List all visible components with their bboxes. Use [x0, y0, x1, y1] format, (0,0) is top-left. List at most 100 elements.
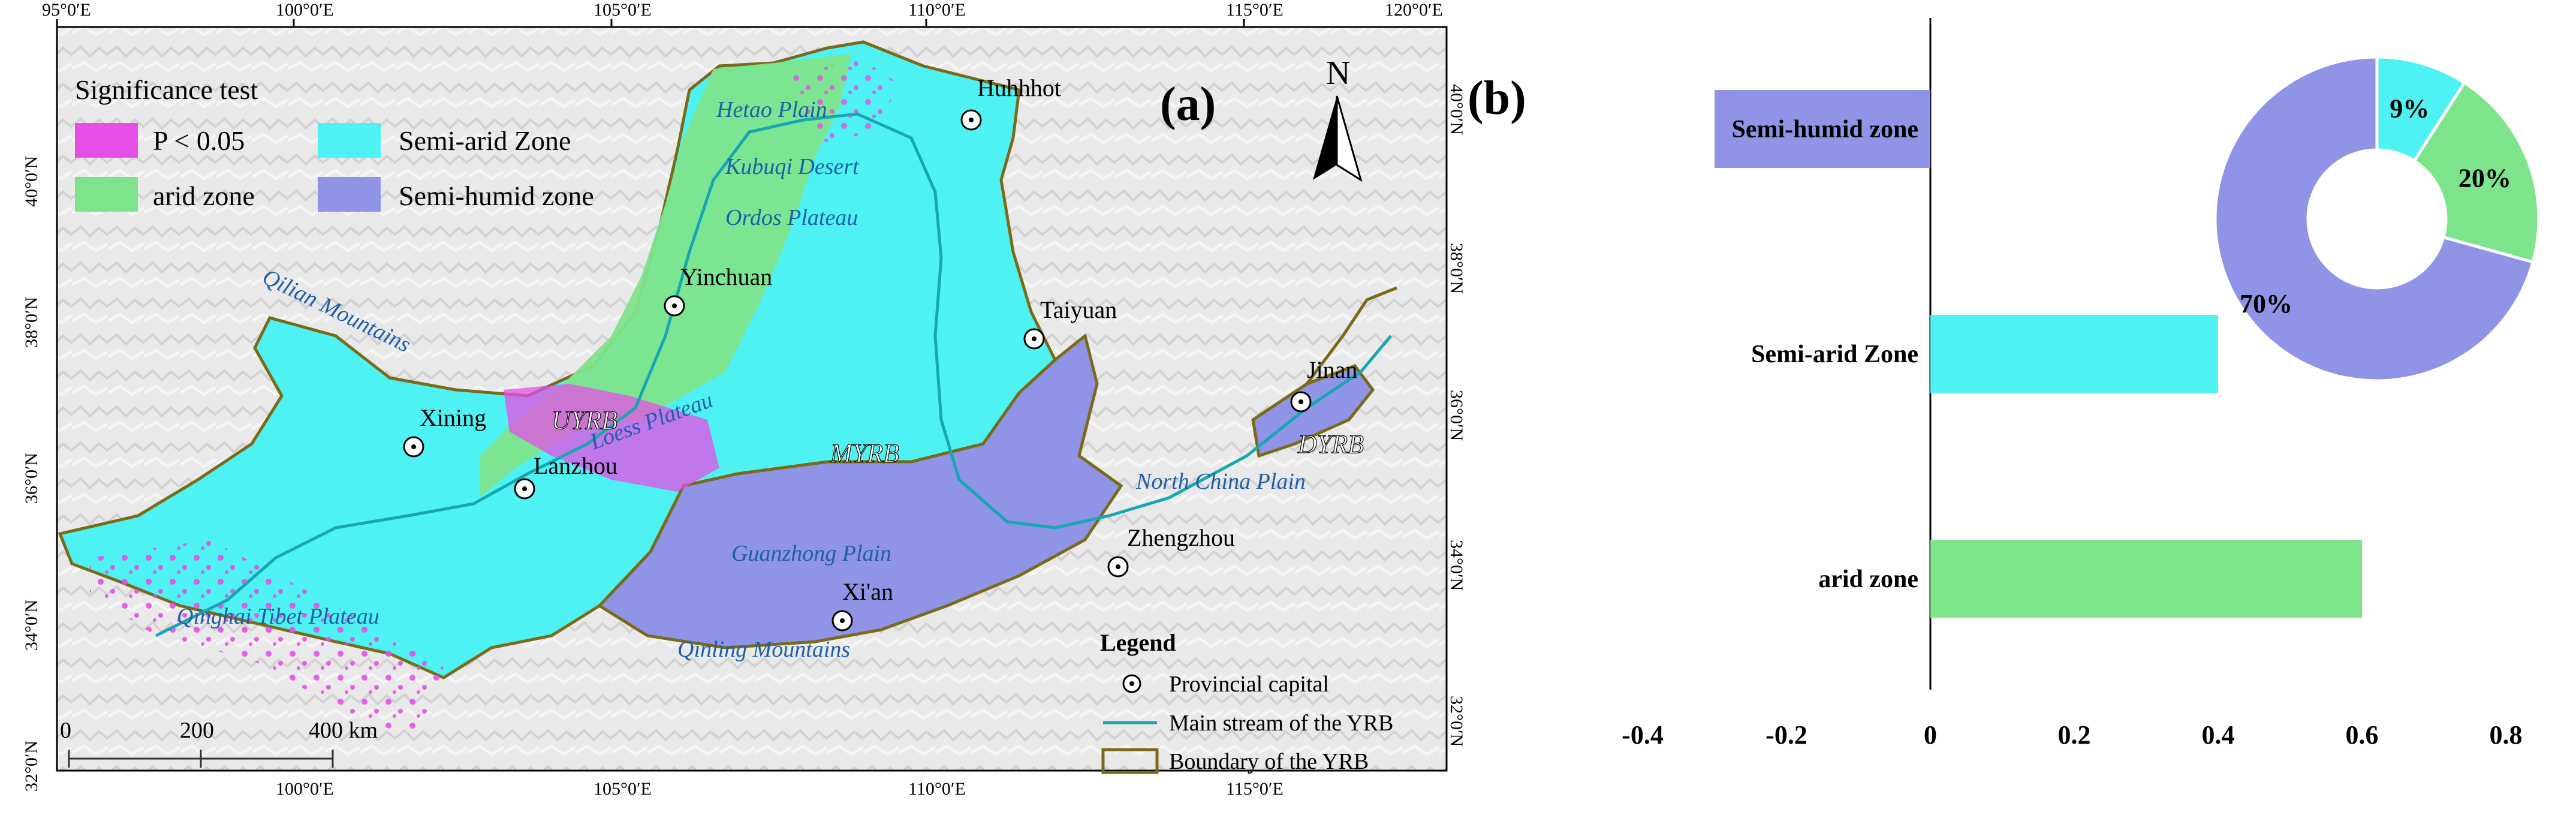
donut-slice-semi-humid-zone	[2213, 55, 2535, 383]
scale-label: 200	[180, 718, 214, 743]
lat-tick-label: 32°0′N	[1447, 696, 1463, 747]
x-tick-label: 0.2	[2058, 720, 2091, 750]
x-tick-label: -0.4	[1622, 720, 1664, 750]
lat-tick-label: 40°0′N	[22, 156, 41, 207]
x-tick-label: 0.6	[2346, 720, 2379, 750]
donut-slice-label: 9%	[2390, 94, 2429, 123]
svg-text:Huhhhot: Huhhhot	[977, 74, 1061, 101]
semi-humid-zone	[1251, 364, 1375, 458]
lat-tick-label: 34°0′N	[1447, 540, 1463, 591]
bar-chart: Semi-humid zone Semi-arid Zone arid zone -0…	[1622, 18, 2523, 750]
north-arrow-icon: N	[1313, 55, 1363, 182]
legend-title: Significance test	[75, 74, 258, 105]
boundary-box-icon	[1101, 748, 1159, 774]
chart-panel: (b) Semi-humid zone Semi-arid Zone arid zo…	[1463, 0, 2576, 830]
city-zhengzhou: Zhengzhou	[1107, 524, 1235, 578]
subbasin-label: UYRB	[552, 405, 617, 435]
region-label: Ordos Plateau	[725, 205, 858, 230]
x-tick-label: 0.4	[2202, 720, 2235, 750]
category-label: Semi-arid Zone	[1751, 341, 1918, 368]
svg-text:Jinan: Jinan	[1307, 356, 1357, 383]
region-label: Guanzhong Plain	[731, 541, 891, 566]
svg-text:Xining: Xining	[420, 404, 486, 431]
lat-tick-label: 36°0′N	[1447, 390, 1463, 441]
lon-tick-label: 115°0′E	[1226, 0, 1284, 20]
panel-label-a: (a)	[1160, 78, 1216, 131]
city-huhhhot: Huhhhot	[960, 74, 1061, 131]
yrb-basin	[58, 40, 1397, 738]
region-label: Hetao Plain	[716, 97, 827, 122]
svg-text:Yinchuan: Yinchuan	[680, 263, 772, 290]
donut-chart: 9% 20% 70%	[2213, 55, 2541, 383]
lon-tick-label: 100°0′E	[276, 779, 334, 799]
legend-swatch	[318, 123, 381, 158]
svg-text:N: N	[1326, 55, 1350, 92]
city-xian: Xi'an	[831, 578, 893, 631]
lon-tick-label: 110°0′E	[908, 779, 966, 799]
region-label: Kubuqi Desert	[725, 154, 860, 179]
lat-tick-label: 32°0′N	[22, 741, 41, 792]
chart-svg: (b) Semi-humid zone Semi-arid Zone arid zo…	[1468, 18, 2541, 750]
panel-label-b: (b)	[1468, 72, 1526, 125]
city-xining: Xining	[403, 404, 486, 458]
legend-label: arid zone	[153, 181, 255, 211]
lon-tick-label: 105°0′E	[593, 779, 652, 799]
lat-axis-right: 40°0′N 38°0′N 36°0′N 34°0′N 32°0′N	[1447, 84, 1466, 747]
scale-label: 400 km	[309, 718, 378, 743]
category-label: arid zone	[1818, 566, 1918, 593]
x-tick-label: -0.2	[1765, 720, 1807, 750]
yrb-main-stream	[155, 112, 1392, 637]
lat-tick-label: 40°0′N	[1447, 84, 1463, 135]
svg-text:Xi'an: Xi'an	[842, 578, 893, 605]
map-legend-label: Boundary of the YRB	[1169, 749, 1369, 774]
subbasin-labels: UYRB MYRB DYRB	[551, 405, 1364, 468]
map-legend-title: Legend	[1100, 629, 1176, 656]
lon-tick-label: 115°0′E	[1226, 779, 1284, 799]
significance-legend: Significance test P < 0.05 Semi-arid Zon…	[75, 74, 594, 212]
svg-text:Lanzhou: Lanzhou	[534, 452, 617, 479]
lat-tick-label: 38°0′N	[22, 297, 41, 348]
legend-swatch	[75, 123, 138, 158]
lon-tick-label: 120°0′E	[1385, 0, 1443, 20]
donut-slice-arid-zone	[2412, 80, 2541, 264]
city-jinan: Jinan	[1290, 356, 1357, 413]
subbasin-label: MYRB	[830, 438, 899, 468]
lat-tick-label: 38°0′N	[1447, 243, 1463, 294]
city-taiyuan: Taiyuan	[1023, 296, 1117, 350]
map-panel: 95°0′E 100°0′E 105°0′E 110°0′E 115°0′E 1…	[22, 0, 1466, 799]
lon-tick-label: 100°0′E	[276, 0, 334, 20]
map-legend-label: Provincial capital	[1169, 672, 1329, 697]
subbasin-label: DYRB	[1297, 429, 1364, 459]
scale-label: 0	[60, 718, 71, 743]
bar-semi-arid-zone	[1930, 315, 2218, 393]
lat-axis-left: 40°0′N 38°0′N 36°0′N 34°0′N 32°0′N	[22, 156, 41, 792]
map-svg: 95°0′E 100°0′E 105°0′E 110°0′E 115°0′E 1…	[22, 0, 1466, 799]
scale-bar: 0 200 400 km	[60, 718, 378, 768]
x-tick-label: 0.8	[2490, 720, 2523, 750]
donut-slice-label: 20%	[2459, 163, 2511, 193]
svg-text:Zhengzhou: Zhengzhou	[1127, 524, 1235, 551]
legend-label: Semi-humid zone	[399, 181, 594, 211]
legend-swatch	[318, 177, 381, 212]
semi-arid-zone	[58, 40, 1057, 679]
lon-axis-top: 95°0′E 100°0′E 105°0′E 110°0′E 115°0′E 1…	[42, 0, 1443, 27]
category-label: Semi-humid zone	[1731, 116, 1918, 143]
lon-tick-label: 95°0′E	[42, 0, 91, 20]
legend-swatch	[75, 177, 138, 212]
map-legend-label: Main stream of the YRB	[1169, 711, 1393, 736]
region-label: Qinghai Tibet Plateau	[177, 604, 379, 629]
lat-tick-label: 34°0′N	[22, 600, 41, 651]
significance-speckle	[90, 540, 444, 738]
donut-slice-label: 70%	[2240, 289, 2292, 318]
lon-tick-label: 105°0′E	[593, 0, 652, 20]
legend-label: P < 0.05	[153, 125, 245, 156]
x-tick-label: 0	[1924, 720, 1937, 750]
significance-speckle	[791, 60, 899, 144]
city-lanzhou: Lanzhou	[514, 452, 617, 500]
legend-label: Semi-arid Zone	[399, 125, 571, 156]
region-label: Qinling Mountains	[677, 637, 850, 662]
lon-axis-bottom: 100°0′E 105°0′E 110°0′E 115°0′E	[276, 779, 1284, 799]
map-legend: Legend Provincial capital Main stream of…	[1100, 629, 1393, 774]
city-yinchuan: Yinchuan	[664, 263, 772, 317]
cities: Huhhhot Yinchuan Taiyuan Jinan Xining La…	[403, 74, 1357, 631]
